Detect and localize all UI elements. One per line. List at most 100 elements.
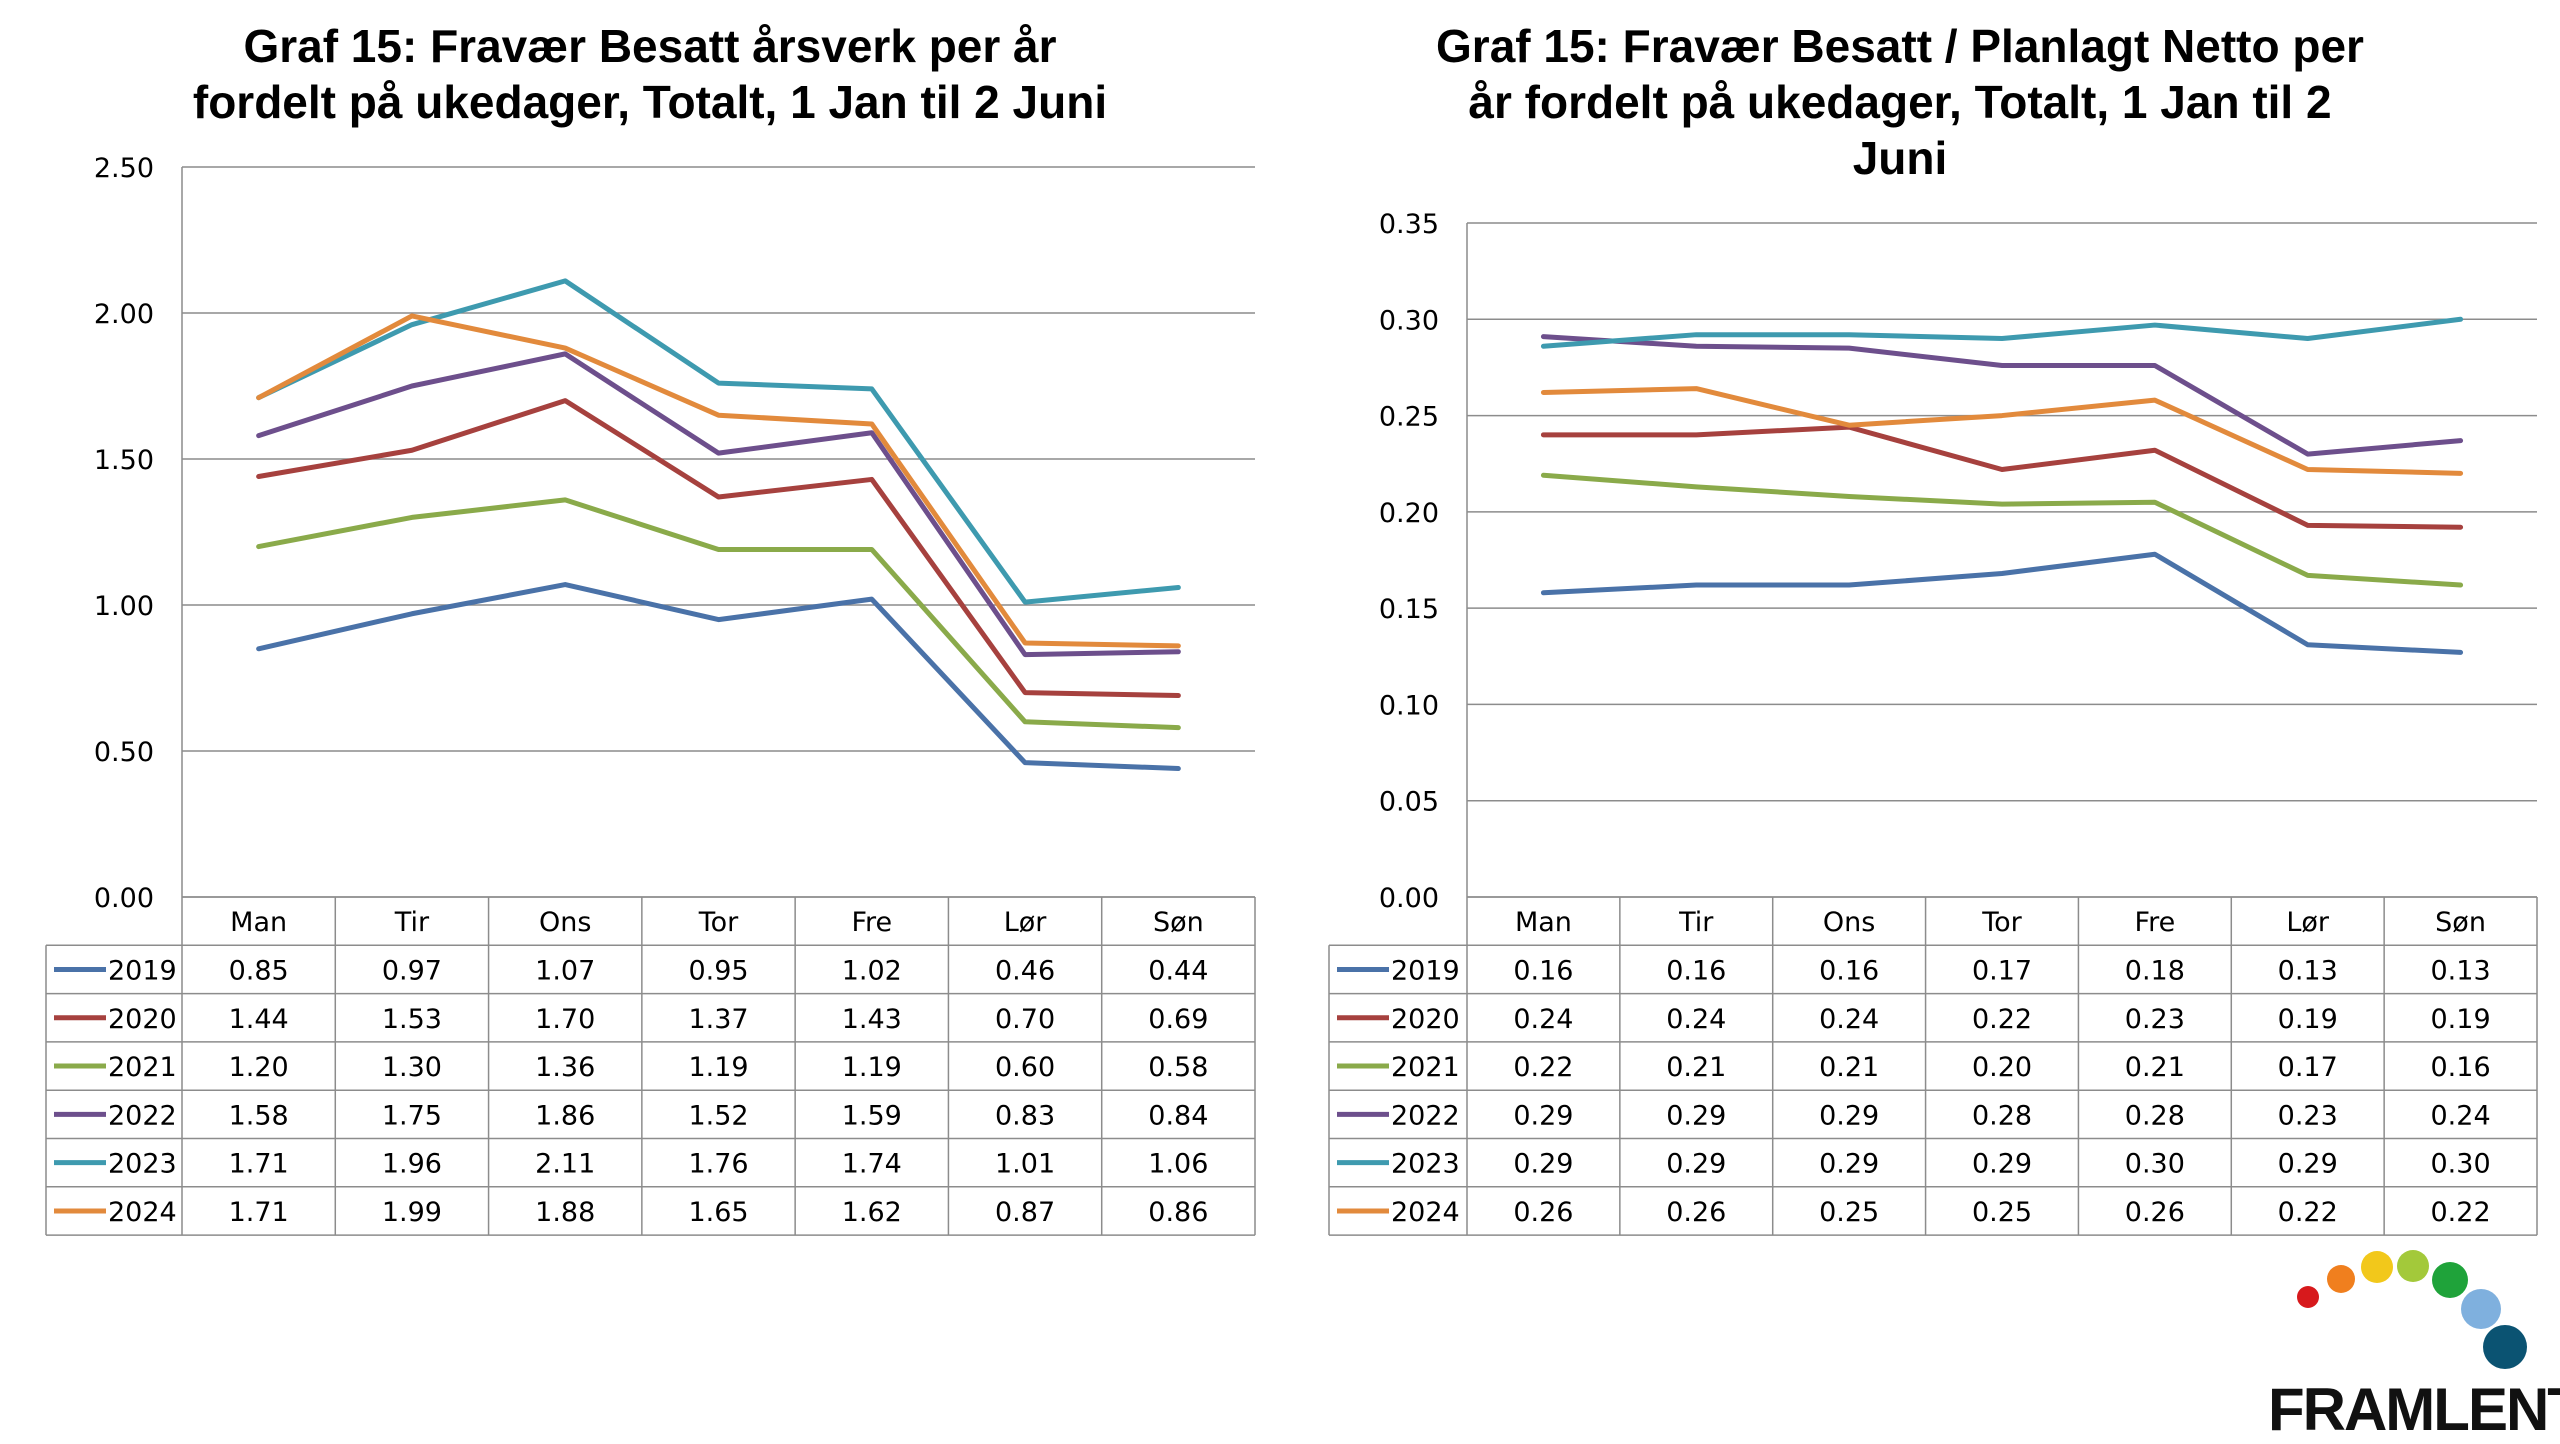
table-cell: 0.29 [1513, 1149, 1573, 1180]
series-line-2020 [256, 398, 1181, 699]
chart-title-line-2: fordelt på ukedager, Totalt, 1 Jan til 2… [192, 76, 1108, 128]
table-cell: 0.26 [2125, 1197, 2185, 1228]
y-tick-label: 0.00 [1379, 883, 1439, 914]
table-cell: 1.44 [229, 1004, 289, 1035]
table-cell: 1.43 [842, 1004, 902, 1035]
table-cell: 0.25 [1819, 1197, 1879, 1228]
category-label: Lør [2286, 907, 2330, 938]
series-line-2022 [1540, 334, 2464, 457]
series-line-2019 [256, 582, 1181, 772]
legend-label: 2024 [1391, 1197, 1460, 1228]
legend-label: 2019 [108, 955, 177, 986]
chart-title-line-1: Graf 15: Fravær Besatt / Planlagt Netto … [1436, 20, 2364, 72]
y-tick-label: 1.00 [94, 591, 154, 622]
table-cell: 0.24 [1666, 1004, 1726, 1035]
category-label: Søn [2435, 907, 2486, 938]
table-cell: 1.99 [382, 1197, 442, 1228]
y-tick-label: 1.50 [94, 445, 154, 476]
table-cell: 0.21 [2125, 1052, 2185, 1083]
y-tick-label: 0.15 [1379, 594, 1439, 625]
table-cell: 2.11 [535, 1149, 595, 1180]
table-cell: 1.96 [382, 1149, 442, 1180]
category-label: Ons [1823, 907, 1875, 938]
table-cell: 1.65 [688, 1197, 748, 1228]
table-cell: 1.19 [842, 1052, 902, 1083]
table-cell: 0.29 [2278, 1149, 2338, 1180]
chart-left: Graf 15: Fravær Besatt årsverk per år fo… [0, 0, 1280, 1300]
y-tick-label: 0.30 [1379, 305, 1439, 336]
table-cell: 0.70 [995, 1004, 1055, 1035]
table-cell: 1.37 [688, 1004, 748, 1035]
table-cell: 1.20 [229, 1052, 289, 1083]
y-tick-label: 0.10 [1379, 690, 1439, 721]
table-cell: 1.06 [1148, 1149, 1208, 1180]
legend-label: 2023 [1391, 1149, 1460, 1180]
line-chart-svg: 0.00 0.05 0.10 0.15 0.20 0.25 0.30 0.35 Man Tir On… [1328, 209, 2538, 1236]
table-cell: 1.01 [995, 1149, 1055, 1180]
logo-dot [2397, 1250, 2429, 1282]
table-cell: 0.16 [2431, 1052, 2491, 1083]
table-cell: 1.07 [535, 955, 595, 986]
y-tick-label: 0.25 [1379, 402, 1439, 433]
table-cell: 0.22 [2431, 1197, 2491, 1228]
logo-dot [2297, 1286, 2319, 1308]
category-label: Fre [2135, 907, 2176, 938]
table-cell: 0.86 [1148, 1197, 1208, 1228]
table-cell: 0.87 [995, 1197, 1055, 1228]
category-label: Man [230, 907, 287, 938]
table-cell: 0.95 [688, 955, 748, 986]
table-cell: 1.62 [842, 1197, 902, 1228]
category-label: Tor [1981, 907, 2022, 938]
table-cell: 0.18 [2125, 955, 2185, 986]
table-cell: 0.24 [1513, 1004, 1573, 1035]
table-cell: 0.28 [2125, 1100, 2185, 1131]
table-cell: 1.58 [229, 1100, 289, 1131]
table-cell: 0.19 [2431, 1004, 2491, 1035]
table-cell: 0.29 [1972, 1149, 2032, 1180]
category-label: Tor [698, 907, 739, 938]
table-cell: 1.52 [688, 1100, 748, 1131]
table-cell: 0.16 [1513, 955, 1573, 986]
table-cell: 0.26 [1513, 1197, 1573, 1228]
chart-title: Graf 15: Fravær Besatt / Planlagt Netto … [1280, 18, 2520, 186]
table-cell: 1.74 [842, 1149, 902, 1180]
table-cell: 0.24 [2431, 1100, 2491, 1131]
logo-dot [2483, 1325, 2527, 1369]
table-cell: 0.24 [1819, 1004, 1879, 1035]
table-cell: 0.26 [1666, 1197, 1726, 1228]
legend-label: 2021 [108, 1052, 177, 1083]
series-line-2019 [1540, 551, 2464, 655]
table-cell: 0.13 [2431, 955, 2491, 986]
table-cell: 1.02 [842, 955, 902, 986]
table-cell: 0.69 [1148, 1004, 1208, 1035]
table-cell: 1.59 [842, 1100, 902, 1131]
category-label: Man [1515, 907, 1572, 938]
y-tick-label: 0.05 [1379, 787, 1439, 818]
category-label: Lør [1004, 907, 1048, 938]
legend-label: 2020 [1391, 1004, 1460, 1035]
table-cell: 0.58 [1148, 1052, 1208, 1083]
category-label: Ons [539, 907, 591, 938]
table-cell: 0.46 [995, 955, 1055, 986]
table-cell: 1.88 [535, 1197, 595, 1228]
table-cell: 0.17 [1972, 955, 2032, 986]
legend-label: 2020 [108, 1004, 177, 1035]
series-line-2024 [256, 313, 1181, 649]
category-label: Tir [394, 907, 430, 938]
logo-dot [2432, 1262, 2468, 1298]
y-tick-label: 2.00 [94, 299, 154, 330]
table-cell: 0.22 [1513, 1052, 1573, 1083]
legend-label: 2019 [1391, 955, 1460, 986]
legend-label: 2021 [1391, 1052, 1460, 1083]
table-cell: 0.22 [2278, 1197, 2338, 1228]
framlent-logo: FRAMLENT [2260, 1240, 2560, 1443]
chart-title-line-1: Graf 15: Fravær Besatt årsverk per år [243, 20, 1057, 72]
chart-right: Graf 15: Fravær Besatt / Planlagt Netto … [1280, 0, 2560, 1300]
logo-text: FRAMLENT [2268, 1376, 2560, 1443]
table-cell: 0.17 [2278, 1052, 2338, 1083]
table-cell: 0.23 [2278, 1100, 2338, 1131]
y-tick-label: 0.20 [1379, 498, 1439, 529]
series-line-2023 [1540, 316, 2464, 349]
logo-dot [2361, 1251, 2393, 1283]
table-cell: 0.29 [1819, 1100, 1879, 1131]
